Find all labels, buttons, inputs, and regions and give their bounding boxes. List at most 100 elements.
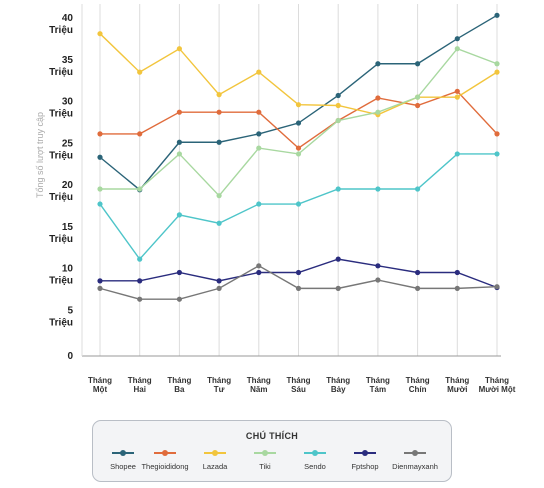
data-point-lazada <box>335 102 341 109</box>
data-point-lazada <box>137 69 143 75</box>
data-point-fptshop <box>256 269 262 276</box>
data-point-shopee <box>375 61 381 67</box>
y-tick-label: 40 Triệu <box>49 13 73 36</box>
legend-item-thegioididong[interactable]: Thegioididong <box>135 449 195 471</box>
legend-dot-shopee <box>120 450 126 456</box>
data-point-shopee <box>494 12 500 18</box>
legend-item-shopee[interactable]: Shopee <box>93 449 153 471</box>
series-layer <box>97 12 500 302</box>
data-point-sendo <box>415 186 421 192</box>
y-tick-label: 20 Triệu <box>49 180 73 203</box>
data-point-dienmayxanh <box>454 285 460 291</box>
y-axis-title: Tổng số lượt truy cập <box>35 112 45 198</box>
series-lazada <box>97 31 500 118</box>
data-point-sendo <box>494 151 500 157</box>
data-point-fptshop <box>335 256 341 262</box>
legend: CHÚ THÍCH Shopee Thegioididong Lazada Ti… <box>92 420 452 482</box>
data-point-shopee <box>97 154 103 160</box>
legend-label: Fptshop <box>351 462 379 471</box>
legend-label: Sendo <box>304 462 326 471</box>
y-tick-label: 25 Triệu <box>49 138 73 161</box>
grid-lines <box>81 4 501 357</box>
data-point-sendo <box>335 186 341 192</box>
legend-line-lazada <box>204 450 226 456</box>
x-tick-label: Tháng Hai <box>128 376 152 394</box>
x-tick-label: Tháng Tám <box>366 376 390 394</box>
data-point-tiki <box>137 186 143 192</box>
data-point-fptshop <box>137 278 143 284</box>
legend-dot-sendo <box>312 450 318 456</box>
legend-item-tiki[interactable]: Tiki <box>235 449 295 471</box>
legend-line-thegioididong <box>154 450 176 456</box>
y-tick-label: 35 Triệu <box>49 55 73 78</box>
data-point-dienmayxanh <box>216 285 222 291</box>
data-point-sendo <box>137 256 143 262</box>
data-point-tiki <box>415 94 421 100</box>
data-point-tiki <box>295 151 302 157</box>
data-point-lazada <box>494 69 500 75</box>
data-point-sendo <box>454 151 460 157</box>
legend-label: Tiki <box>259 462 271 471</box>
x-tick-label: Tháng Năm <box>247 376 271 394</box>
legend-dot-thegioididong <box>162 450 168 456</box>
data-point-shopee <box>176 139 182 145</box>
data-point-lazada <box>295 102 302 108</box>
data-point-dienmayxanh <box>176 296 182 302</box>
data-point-thegioididong <box>494 131 500 137</box>
legend-line-dienmayxanh <box>404 450 426 456</box>
series-tiki <box>97 46 500 199</box>
legend-dot-tiki <box>262 450 268 456</box>
legend-item-fptshop[interactable]: Fptshop <box>335 449 395 471</box>
series-sendo <box>97 151 500 262</box>
data-point-sendo <box>97 201 103 207</box>
legend-dot-lazada <box>212 450 218 456</box>
x-tick-label: Tháng Bảy <box>326 376 350 394</box>
data-point-thegioididong <box>137 131 143 137</box>
data-point-shopee <box>216 139 222 145</box>
legend-line-fptshop <box>354 450 376 456</box>
data-point-thegioididong <box>97 131 103 137</box>
data-point-fptshop <box>97 278 103 284</box>
x-tick-label: Tháng Chín <box>406 376 430 394</box>
legend-label: Thegioididong <box>141 462 189 471</box>
data-point-dienmayxanh <box>295 285 302 291</box>
data-point-fptshop <box>295 269 302 276</box>
legend-line-sendo <box>304 450 326 456</box>
data-point-thegioididong <box>295 145 302 151</box>
data-point-tiki <box>454 46 460 52</box>
data-point-thegioididong <box>256 109 262 115</box>
x-tick-label: Tháng Mười Một <box>479 376 516 394</box>
series-fptshop <box>97 256 500 291</box>
legend-label: Lazada <box>202 462 228 471</box>
y-axis: 0 5 Triệu 10 Triệu 15 Triệu 20 Triệu 25 Triệu 30 Tri… <box>49 13 73 362</box>
x-axis: Tháng Một Tháng Hai Tháng Ba Tháng Tư Tháng Năm Th… <box>88 376 516 394</box>
data-point-fptshop <box>454 269 460 276</box>
data-point-dienmayxanh <box>335 285 341 291</box>
x-tick-label: Tháng Ba <box>167 376 191 394</box>
x-tick-label: Tháng Sáu <box>287 376 311 394</box>
legend-item-lazada[interactable]: Lazada <box>185 449 245 471</box>
data-point-dienmayxanh <box>415 285 421 291</box>
data-point-thegioididong <box>216 109 222 115</box>
data-point-lazada <box>256 69 262 75</box>
data-point-sendo <box>295 201 302 207</box>
data-point-tiki <box>176 151 182 157</box>
series-dienmayxanh <box>97 263 500 302</box>
x-tick-label: Tháng Một <box>88 376 112 394</box>
data-point-lazada <box>97 31 103 37</box>
legend-item-sendo[interactable]: Sendo <box>285 449 345 471</box>
data-point-dienmayxanh <box>256 263 262 269</box>
data-point-fptshop <box>415 269 421 276</box>
data-point-fptshop <box>176 269 182 276</box>
line-chart: 0 5 Triệu 10 Triệu 15 Triệu 20 Triệu 25 Triệu 30 Tri… <box>35 4 516 394</box>
data-point-shopee <box>295 120 302 126</box>
data-point-tiki <box>494 61 500 67</box>
x-tick-label: Tháng Mười <box>445 376 469 394</box>
data-point-dienmayxanh <box>494 284 500 290</box>
legend-title: CHÚ THÍCH <box>245 431 299 441</box>
legend-label: Shopee <box>110 462 136 471</box>
legend-dot-fptshop <box>362 450 368 456</box>
y-tick-label: 5 Triệu <box>49 305 73 328</box>
legend-item-dienmayxanh[interactable]: Dienmayxanh <box>385 449 445 471</box>
data-point-fptshop <box>216 278 222 284</box>
